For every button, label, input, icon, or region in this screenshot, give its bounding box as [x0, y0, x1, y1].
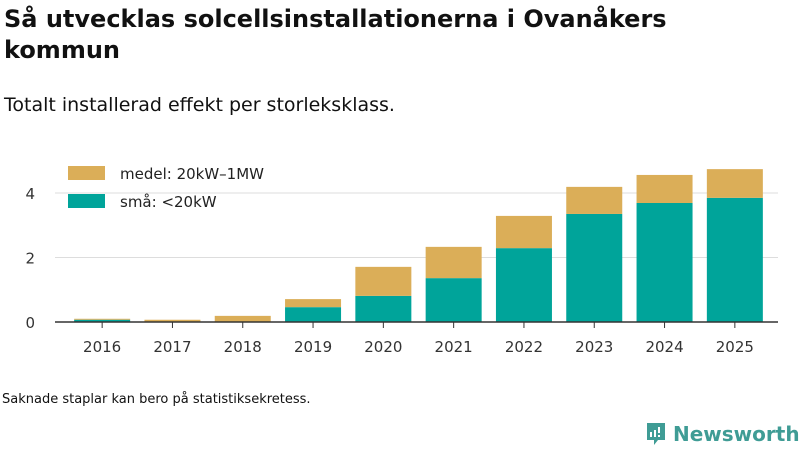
bar-2017: [144, 319, 201, 322]
bar-2022: [495, 248, 552, 322]
bar-2020: [355, 295, 412, 322]
x-tick-label: 2016: [83, 338, 121, 356]
bar-2019: [285, 299, 342, 308]
y-tick-label: 0: [25, 314, 35, 332]
bar-2021: [425, 246, 482, 279]
legend-swatch: [68, 194, 105, 208]
bar-2023: [566, 186, 623, 214]
x-tick-label: 2020: [364, 338, 402, 356]
chart-subtitle: Totalt installerad effekt per storlekskl…: [4, 94, 395, 116]
legend-swatch: [68, 166, 105, 180]
bar-2016: [74, 319, 131, 322]
bar-2021: [425, 278, 482, 322]
chart-title: Så utvecklas solcellsinstallationerna i …: [4, 5, 667, 64]
footnote: Saknade staplar kan bero på statistiksek…: [2, 392, 311, 407]
bar-2022: [495, 215, 552, 249]
bar-2020: [355, 266, 412, 296]
y-tick-label: 2: [25, 250, 35, 268]
bar-2023: [566, 213, 623, 322]
legend-label: små: <20kW: [120, 193, 217, 211]
x-tick-label: 2019: [294, 338, 332, 356]
legend-label: medel: 20kW–1MW: [120, 165, 264, 183]
x-tick-label: 2022: [505, 338, 543, 356]
y-tick-label: 4: [25, 185, 35, 203]
x-tick-label: 2023: [575, 338, 613, 356]
newsworthy-logo: Newsworthy: [645, 421, 800, 447]
bar-2025: [706, 169, 763, 198]
newsworthy-logo-icon: [647, 423, 665, 445]
x-tick-label: 2024: [645, 338, 683, 356]
x-tick-label: 2021: [435, 338, 473, 356]
bar-2018: [214, 315, 271, 322]
bar-chart: 0 2 4 2016 2017 2018 2019 2020 2021 2022 2023 2024 2…: [25, 165, 778, 356]
x-tick-label: 2017: [153, 338, 191, 356]
x-tick-label: 2018: [224, 338, 262, 356]
bar-2016: [74, 318, 131, 320]
bar-2019: [285, 307, 342, 322]
x-tick-label: 2025: [716, 338, 754, 356]
logo-text: Newsworthy: [673, 422, 800, 446]
bar-2024: [636, 202, 693, 322]
bar-2025: [706, 197, 763, 322]
bar-2024: [636, 174, 693, 203]
